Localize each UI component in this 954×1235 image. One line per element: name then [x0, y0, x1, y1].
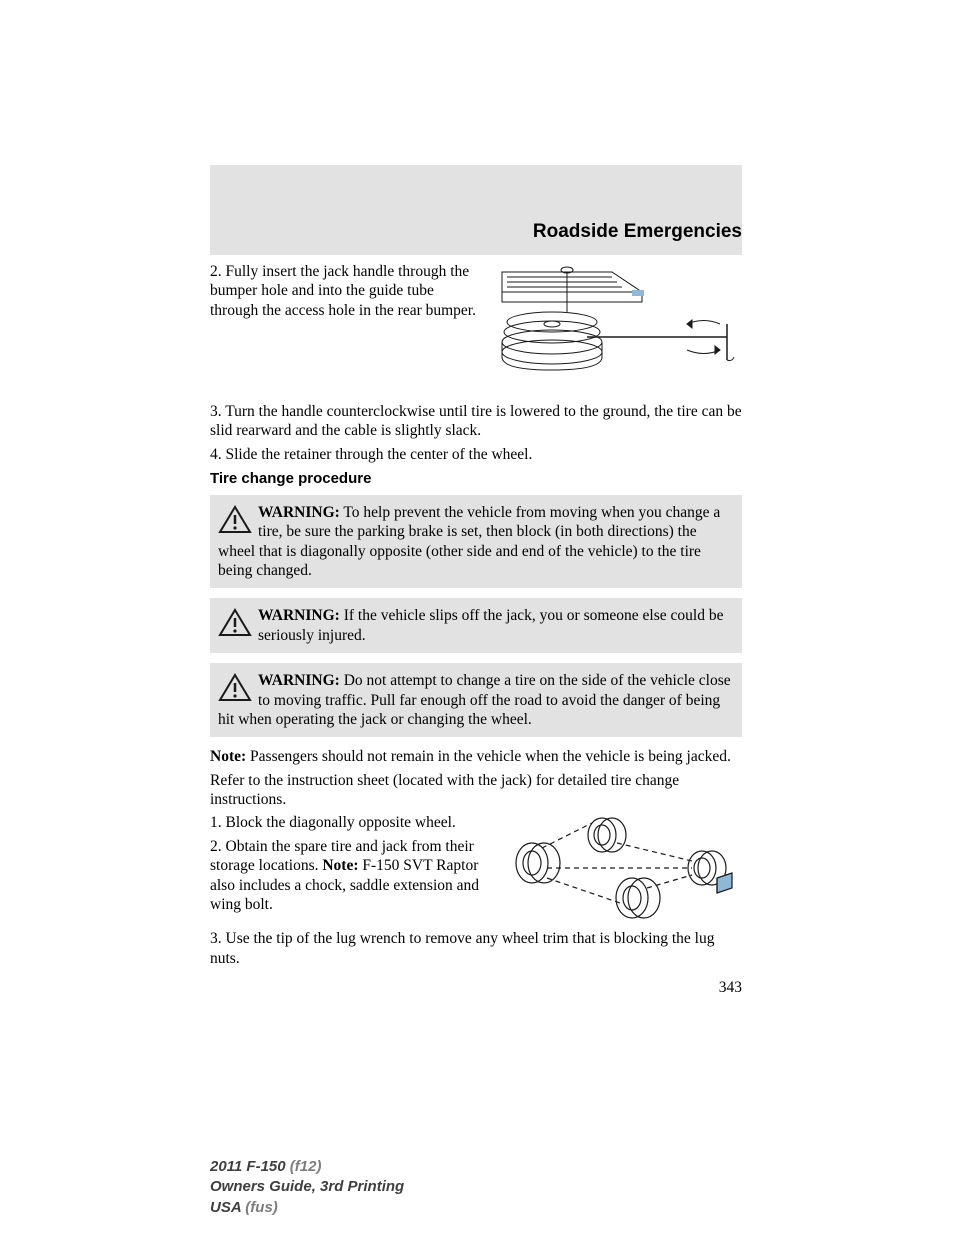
warning-icon — [218, 608, 252, 638]
section-title: Roadside Emergencies — [533, 221, 742, 243]
page-content: 2. Fully insert the jack handle through … — [210, 262, 742, 998]
subheading: Tire change procedure — [210, 470, 742, 489]
proc2-text: 2. Obtain the spare tire and jack from t… — [210, 837, 482, 915]
warning-label: WARNING: — [258, 504, 340, 521]
warning-box-1: WARNING: To help prevent the vehicle fro… — [210, 495, 742, 589]
warning-icon — [218, 673, 252, 703]
warning-box-2: WARNING: If the vehicle slips off the ja… — [210, 598, 742, 653]
warning-icon — [218, 505, 252, 535]
warning-label: WARNING: — [258, 607, 340, 624]
proc-row: 1. Block the diagonally opposite wheel. … — [210, 813, 742, 923]
figure-tire-lower — [492, 262, 742, 382]
footer-line2: Owners Guide, 3rd Printing — [210, 1177, 404, 1197]
step4-text: 4. Slide the retainer through the center… — [210, 445, 742, 464]
step2-row: 2. Fully insert the jack handle through … — [210, 262, 742, 382]
warning-box-3: WARNING: Do not attempt to change a tire… — [210, 663, 742, 737]
step2-text: 2. Fully insert the jack handle through … — [210, 262, 482, 320]
section-header: Roadside Emergencies — [210, 165, 742, 255]
footer-usa: USA — [210, 1199, 241, 1216]
footer-line1: 2011 F-150 (f12) — [210, 1157, 404, 1177]
note-passengers: Note: Passengers should not remain in th… — [210, 747, 742, 766]
warning-2-text: WARNING: If the vehicle slips off the ja… — [258, 607, 723, 643]
figure-wheel-diagonal — [492, 813, 742, 923]
footer-model-code: (f12) — [286, 1158, 322, 1175]
footer-line3: USA (fus) — [210, 1198, 404, 1218]
proc1-text: 1. Block the diagonally opposite wheel. — [210, 813, 482, 832]
warning-3-text: WARNING: Do not attempt to change a tire… — [218, 672, 731, 728]
note-1-body: Passengers should not remain in the vehi… — [246, 748, 731, 765]
warning-label: WARNING: — [258, 672, 340, 689]
note-label: Note: — [322, 857, 358, 874]
proc3-text: 3. Use the tip of the lug wrench to remo… — [210, 929, 742, 968]
footer-usa-code: (fus) — [241, 1199, 278, 1216]
step3-text: 3. Turn the handle counterclockwise unti… — [210, 402, 742, 441]
note-label: Note: — [210, 748, 246, 765]
proc-text-col: 1. Block the diagonally opposite wheel. … — [210, 813, 482, 918]
page-number: 343 — [210, 978, 742, 997]
warning-1-text: WARNING: To help prevent the vehicle fro… — [218, 504, 720, 579]
footer: 2011 F-150 (f12) Owners Guide, 3rd Print… — [210, 1157, 404, 1218]
refer-text: Refer to the instruction sheet (located … — [210, 771, 742, 810]
footer-model: 2011 F-150 — [210, 1158, 286, 1175]
